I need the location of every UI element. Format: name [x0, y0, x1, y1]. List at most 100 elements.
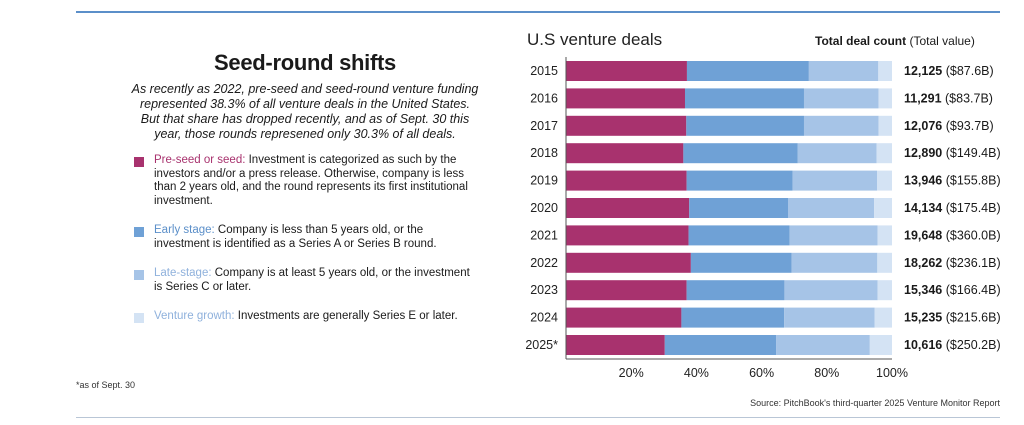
legend-description: Investment is categorized as such by the… — [154, 154, 468, 207]
legend-description: Investments are generally Series E or la… — [234, 310, 458, 322]
y-tick-label: 2025* — [525, 338, 558, 352]
y-tick-label: 2019 — [530, 174, 558, 188]
bar-segment — [566, 61, 687, 81]
bar-segment — [566, 225, 689, 246]
bar-segment — [776, 335, 870, 355]
legend-swatch — [134, 157, 144, 167]
y-tick-label: 2018 — [530, 146, 558, 160]
legend-swatch — [134, 270, 144, 280]
y-tick-label: 2017 — [530, 119, 558, 133]
bar-segment — [874, 198, 892, 218]
bar-segment — [566, 335, 665, 355]
bar-segment — [690, 252, 792, 273]
bar-segment — [683, 143, 798, 164]
bottom-rule — [76, 417, 1000, 418]
legend-term: Venture growth: — [154, 310, 235, 322]
total-label: 12,076 ($93.7B) — [904, 119, 994, 133]
y-tick-label: 2023 — [530, 283, 558, 297]
y-tick-label: 2024 — [530, 311, 558, 325]
legend-swatch — [134, 227, 144, 237]
total-label: 10,616 ($250.2B) — [904, 338, 1000, 352]
page-title: Seed-round shifts — [214, 50, 396, 75]
y-tick-label: 2015 — [530, 64, 558, 78]
bar-segment — [877, 170, 892, 191]
legend-term: Pre-seed or seed: — [154, 154, 246, 166]
bar-segment — [789, 225, 878, 246]
bar-segment — [877, 280, 892, 301]
chart-title: U.S venture deals — [527, 30, 663, 49]
legend-term: Early stage: — [154, 224, 215, 236]
totals-header-value: (Total value) — [909, 34, 975, 48]
bar-segment — [877, 225, 892, 246]
x-tick-label: 80% — [814, 366, 839, 380]
bar-segment — [566, 280, 687, 301]
legend-item: Late-stage: Company is at least 5 years … — [130, 267, 480, 294]
bar-segment — [803, 88, 879, 109]
bar-segment — [878, 61, 892, 81]
bar-segment — [686, 280, 785, 301]
bar-segment — [797, 143, 877, 164]
y-tick-label: 2016 — [530, 91, 558, 105]
explainer-panel: Seed-round shifts As recently as 2022, p… — [130, 50, 480, 340]
legend-item: Venture growth: Investments are generall… — [130, 310, 480, 324]
totals-header: Total deal count (Total value) — [815, 34, 975, 48]
stacked-bar-chart: 2015 12,125 ($87.6B) 2016 11,291 ($83.7B) 20… — [525, 57, 1000, 380]
top-rule — [76, 11, 1000, 13]
total-label: 15,346 ($166.4B) — [904, 283, 1000, 297]
bar-segment — [878, 88, 892, 109]
total-label: 18,262 ($236.1B) — [904, 256, 1000, 270]
bar-segment — [566, 88, 685, 109]
bar-segment — [684, 88, 804, 109]
bar-segment — [686, 170, 793, 191]
bar-segment — [566, 307, 682, 328]
legend: Pre-seed or seed: Investment is categori… — [130, 154, 480, 324]
legend-item: Early stage: Company is less than 5 year… — [130, 224, 480, 251]
totals-header-count: Total deal count — [815, 34, 907, 48]
x-tick-label: 60% — [749, 366, 774, 380]
y-tick-label: 2020 — [530, 201, 558, 215]
bar-segment — [566, 143, 684, 164]
total-label: 12,125 ($87.6B) — [904, 64, 994, 78]
x-tick-label: 20% — [619, 366, 644, 380]
bar-segment — [664, 335, 777, 355]
bar-segment — [878, 115, 892, 136]
bar-segment — [686, 61, 809, 81]
bar-segment — [566, 115, 687, 136]
bar-segment — [803, 115, 879, 136]
legend-swatch — [134, 313, 144, 323]
bar-segment — [566, 198, 690, 218]
x-tick-label: 40% — [684, 366, 709, 380]
legend-item: Pre-seed or seed: Investment is categori… — [130, 154, 480, 208]
bar-segment — [686, 115, 804, 136]
bar-segment — [784, 280, 878, 301]
legend-term: Late-stage: — [154, 267, 212, 279]
source-note: Source: PitchBook's third-quarter 2025 V… — [750, 398, 1000, 408]
bar-segment — [869, 335, 892, 355]
bar-segment — [791, 252, 878, 273]
total-label: 11,291 ($83.7B) — [904, 91, 993, 105]
x-tick-label: 100% — [876, 366, 908, 380]
total-label: 19,648 ($360.0B) — [904, 228, 1000, 242]
bar-segment — [808, 61, 879, 81]
total-label: 15,235 ($215.6B) — [904, 311, 1000, 325]
bar-segment — [784, 307, 875, 328]
y-tick-label: 2021 — [530, 228, 558, 242]
total-label: 14,134 ($175.4B) — [904, 201, 1000, 215]
bar-segment — [876, 143, 892, 164]
footnote: *as of Sept. 30 — [76, 380, 136, 390]
bar-segment — [566, 170, 687, 191]
total-label: 12,890 ($149.4B) — [904, 146, 1000, 160]
bar-segment — [688, 225, 790, 246]
bar-segment — [788, 198, 875, 218]
page-subtitle: As recently as 2022, pre-seed and seed-r… — [131, 82, 479, 141]
bar-segment — [566, 252, 691, 273]
y-tick-label: 2022 — [530, 256, 558, 270]
legend-description: Company is less than 5 years old, or the… — [154, 224, 437, 250]
legend-description: Company is at least 5 years old, or the … — [154, 267, 470, 293]
bar-segment — [681, 307, 785, 328]
total-label: 13,946 ($155.8B) — [904, 174, 1000, 188]
bar-segment — [689, 198, 789, 218]
bar-segment — [874, 307, 892, 328]
bar-segment — [877, 252, 892, 273]
bar-segment — [792, 170, 878, 191]
